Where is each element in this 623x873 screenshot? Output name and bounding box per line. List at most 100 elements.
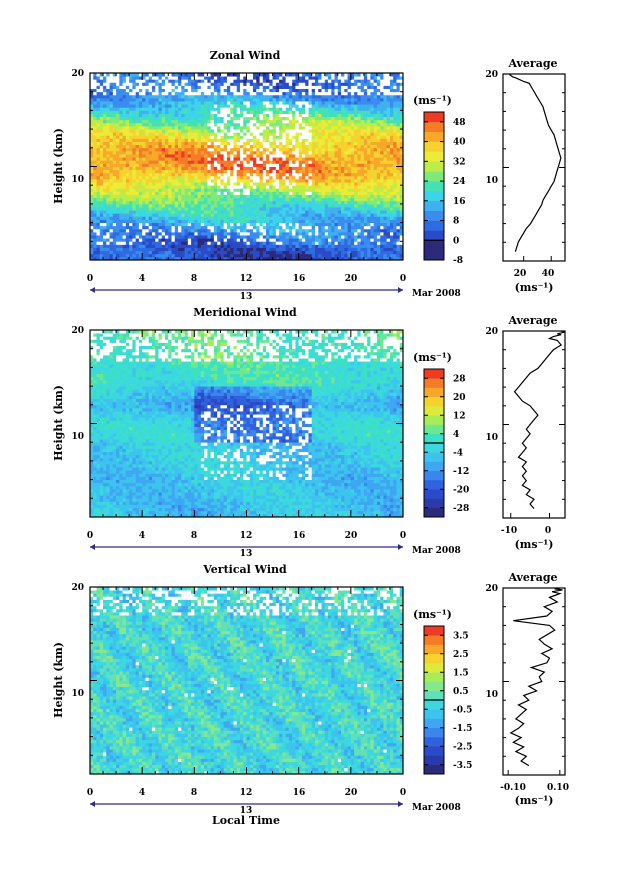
heatmap-cell (178, 154, 182, 158)
heatmap-cell (360, 166, 365, 171)
heatmap-cell (200, 247, 205, 252)
heatmap-cell (200, 97, 205, 102)
heatmap-cell (138, 172, 143, 177)
heatmap-cell (119, 213, 123, 217)
heatmap-cell (197, 113, 202, 118)
heatmap-cell (357, 175, 362, 180)
heatmap-cell (151, 116, 156, 121)
heatmap-cell (164, 178, 169, 183)
heatmap-cell (393, 144, 397, 149)
heatmap-cell (200, 141, 205, 146)
heatmap-cell (331, 119, 335, 124)
heatmap-cell (233, 160, 238, 164)
heatmap-cell (151, 241, 156, 245)
heatmap-cell (220, 101, 225, 105)
heatmap-cell (145, 169, 150, 174)
heatmap-cell (116, 207, 120, 211)
heatmap-cell (233, 175, 238, 180)
heatmap-cell (341, 222, 345, 227)
heatmap-cell (116, 172, 120, 177)
heatmap-cell (301, 216, 306, 220)
heatmap-cell (103, 104, 107, 108)
heatmap-cell (174, 182, 179, 186)
heatmap-cell (334, 194, 339, 199)
heatmap-cell (164, 188, 169, 192)
heatmap-cell (393, 219, 397, 223)
heatmap-cell (295, 144, 300, 149)
heatmap-cell (90, 110, 94, 114)
heatmap-cell (213, 213, 218, 217)
heatmap-cell (367, 138, 371, 142)
heatmap-cell (226, 169, 231, 174)
heatmap-cell (321, 132, 326, 136)
heatmap-cell (292, 253, 296, 258)
heatmap-cell (125, 97, 130, 102)
heatmap-cell (204, 197, 208, 202)
heatmap-cell (135, 141, 140, 146)
heatmap-cell (367, 200, 371, 205)
heatmap-cell (376, 150, 381, 155)
heatmap-cell (337, 138, 342, 142)
heatmap-cell (197, 119, 202, 124)
heatmap-cell (308, 147, 313, 152)
heatmap-cell (399, 119, 404, 124)
heatmap-cell (96, 231, 101, 236)
heatmap-cell (383, 119, 388, 124)
heatmap-cell (217, 235, 221, 239)
heatmap-cell (226, 188, 231, 192)
heatmap-cell (279, 172, 283, 177)
heatmap-cell (396, 188, 401, 192)
heatmap-cell (253, 216, 257, 220)
heatmap-cell (389, 238, 394, 242)
heatmap-cell (399, 213, 404, 217)
heatmap-cell (220, 185, 225, 189)
heatmap-cell (119, 256, 123, 261)
heatmap-cell (279, 185, 283, 189)
heatmap-cell (314, 247, 319, 252)
heatmap-cell (292, 225, 296, 230)
heatmap-cell (184, 104, 189, 108)
heatmap-cell (301, 97, 306, 102)
heatmap-cell (311, 185, 316, 189)
heatmap-cell (383, 238, 388, 242)
heatmap-cell (266, 97, 270, 102)
heatmap-cell (370, 107, 375, 111)
heatmap-cell (328, 129, 332, 133)
heatmap-cell (301, 172, 306, 177)
heatmap-cell (367, 144, 371, 149)
heatmap-cell (256, 163, 260, 167)
heatmap-cell (272, 122, 277, 127)
heatmap-cell (148, 172, 153, 177)
heatmap-cell (288, 247, 293, 252)
heatmap-cell (301, 129, 306, 133)
heatmap-cell (151, 222, 156, 227)
heatmap-cell (142, 178, 146, 183)
heatmap-cell (197, 138, 202, 142)
heatmap-cell (171, 210, 176, 214)
heatmap-cell (142, 125, 146, 130)
heatmap-cell (106, 119, 110, 124)
heatmap-cell (204, 244, 208, 248)
heatmap-cell (282, 101, 287, 105)
heatmap-cell (122, 188, 127, 192)
heatmap-cell (347, 241, 352, 245)
heatmap-cell (109, 135, 114, 139)
heatmap-cell (96, 188, 101, 192)
heatmap-cell (191, 135, 195, 139)
heatmap-cell (318, 222, 322, 227)
heatmap-cell (337, 197, 342, 202)
heatmap-cell (168, 125, 172, 130)
heatmap-cell (125, 213, 130, 217)
heatmap-cell (301, 160, 306, 164)
heatmap-cell (282, 110, 287, 114)
heatmap-cell (350, 185, 355, 189)
heatmap-cell (125, 129, 130, 133)
heatmap-cell (282, 185, 287, 189)
heatmap-cell (399, 147, 404, 152)
heatmap-cell (259, 247, 264, 252)
heatmap-cell (354, 200, 358, 205)
heatmap-cell (112, 213, 117, 217)
heatmap-cell (373, 138, 378, 142)
heatmap-cell (213, 235, 218, 239)
heatmap-cell (171, 241, 176, 245)
